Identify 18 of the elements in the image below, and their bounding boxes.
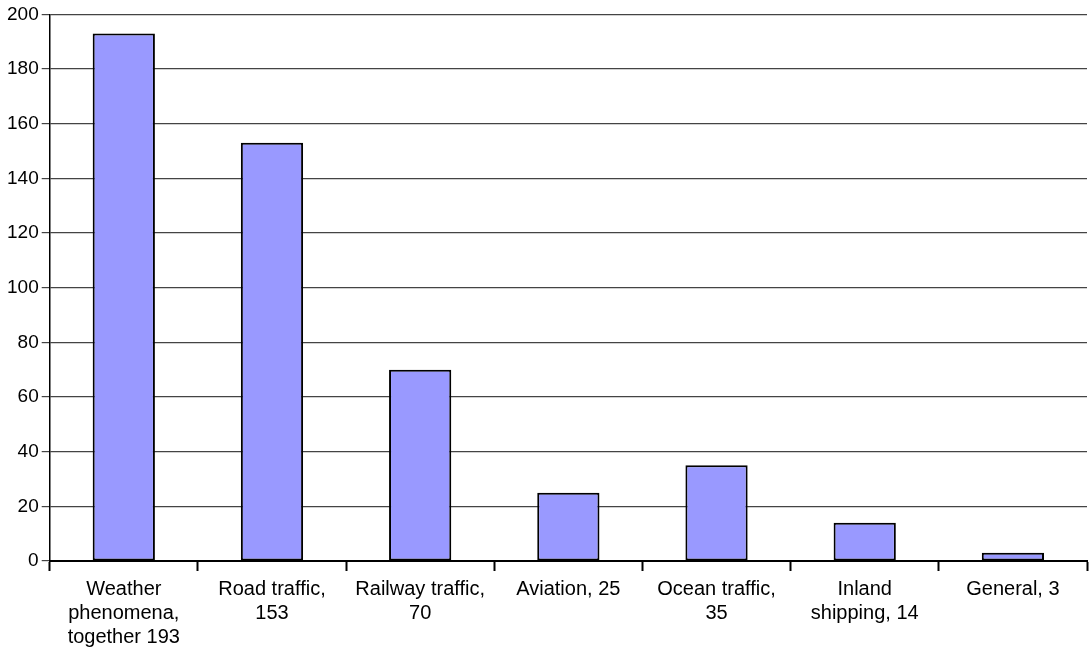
x-tick-label: Aviation, 25 bbox=[516, 576, 621, 599]
x-tick-label: Inland shipping, 14 bbox=[810, 576, 919, 623]
y-tick-label: 60 bbox=[17, 385, 39, 407]
x-tick-label: Road traffic, 153 bbox=[218, 576, 326, 623]
y-tick-label: 20 bbox=[17, 494, 39, 516]
y-tick-label: 80 bbox=[17, 330, 39, 352]
x-tick-label: General, 3 bbox=[966, 576, 1060, 599]
x-tick-label: Railway traffic, 70 bbox=[355, 576, 485, 623]
y-tick-label: 0 bbox=[28, 549, 39, 571]
y-tick-label: 120 bbox=[7, 221, 39, 243]
y-tick-label: 200 bbox=[7, 2, 39, 24]
y-tick-label: 180 bbox=[7, 57, 39, 79]
y-tick-label: 100 bbox=[7, 275, 39, 297]
x-tick-label: Weather phenomena, together 193 bbox=[67, 576, 180, 647]
y-tick-label: 40 bbox=[17, 439, 39, 461]
y-tick-label: 160 bbox=[7, 111, 39, 133]
y-tick-label: 140 bbox=[7, 166, 39, 188]
x-tick-label: Ocean traffic, 35 bbox=[657, 576, 776, 623]
